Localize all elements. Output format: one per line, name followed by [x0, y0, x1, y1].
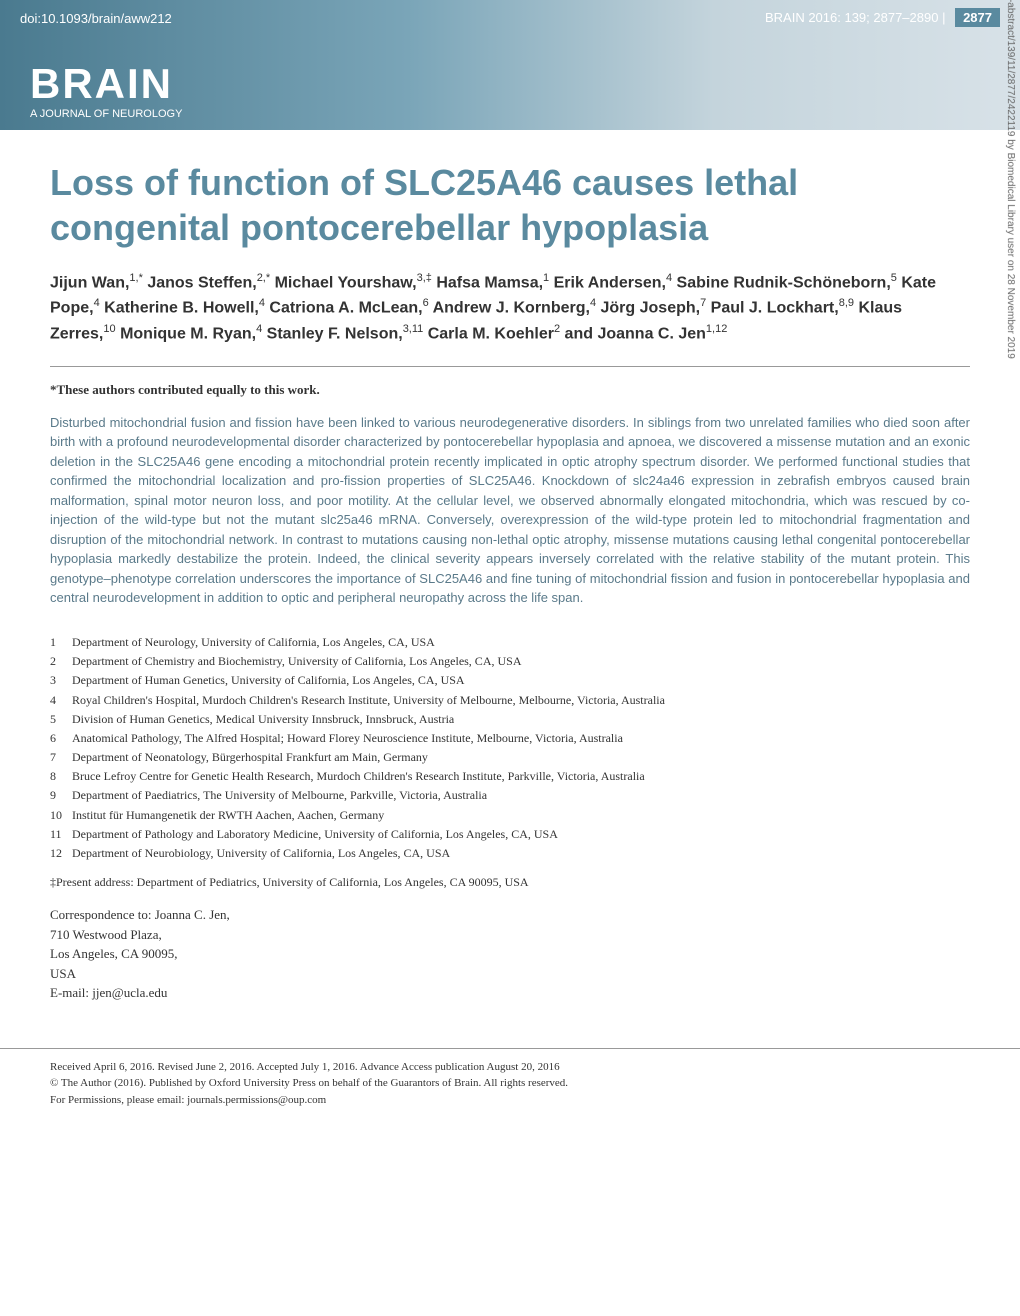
- affiliation-number: 11: [50, 825, 72, 844]
- divider-line: [50, 366, 970, 367]
- main-content: Loss of function of SLC25A46 causes leth…: [0, 130, 1020, 1038]
- affiliation-item: 6Anatomical Pathology, The Alfred Hospit…: [50, 729, 970, 748]
- correspondence-label: Correspondence to: Joanna C. Jen,: [50, 905, 970, 925]
- doi-label: doi:10.1093/brain/aww212: [20, 11, 172, 26]
- affiliation-number: 8: [50, 767, 72, 786]
- affiliation-number: 1: [50, 633, 72, 652]
- affiliation-number: 2: [50, 652, 72, 671]
- affiliation-item: 8Bruce Lefroy Centre for Genetic Health …: [50, 767, 970, 786]
- download-watermark: Downloaded from https://academic.oup.com…: [1005, 0, 1016, 359]
- affiliation-number: 10: [50, 806, 72, 825]
- logo-subtitle: A JOURNAL OF NEUROLOGY: [30, 108, 182, 120]
- affiliation-item: 9Department of Paediatrics, The Universi…: [50, 786, 970, 805]
- abstract-text: Disturbed mitochondrial fusion and fissi…: [50, 413, 970, 608]
- affiliation-text: Department of Chemistry and Biochemistry…: [72, 652, 521, 671]
- logo-main-text: BRAIN: [30, 60, 182, 108]
- correspondence-line1: 710 Westwood Plaza,: [50, 925, 970, 945]
- affiliation-text: Department of Neurology, University of C…: [72, 633, 435, 652]
- footer-copyright: © The Author (2016). Published by Oxford…: [50, 1075, 970, 1092]
- article-title: Loss of function of SLC25A46 causes leth…: [50, 160, 970, 250]
- correspondence-block: Correspondence to: Joanna C. Jen, 710 We…: [50, 905, 970, 1003]
- affiliation-text: Department of Neurobiology, University o…: [72, 844, 450, 863]
- affiliation-item: 4Royal Children's Hospital, Murdoch Chil…: [50, 691, 970, 710]
- affiliation-item: 3Department of Human Genetics, Universit…: [50, 671, 970, 690]
- equal-contribution-note: *These authors contributed equally to th…: [50, 382, 970, 398]
- affiliation-text: Department of Pathology and Laboratory M…: [72, 825, 558, 844]
- footer-dates: Received April 6, 2016. Revised June 2, …: [50, 1059, 970, 1076]
- affiliation-item: 7Department of Neonatology, Bürgerhospit…: [50, 748, 970, 767]
- affiliation-text: Department of Neonatology, Bürgerhospita…: [72, 748, 428, 767]
- present-address-note: ‡Present address: Department of Pediatri…: [50, 875, 970, 890]
- affiliation-item: 11Department of Pathology and Laboratory…: [50, 825, 970, 844]
- affiliation-item: 10Institut für Humangenetik der RWTH Aac…: [50, 806, 970, 825]
- journal-logo: BRAIN A JOURNAL OF NEUROLOGY: [30, 60, 182, 120]
- affiliation-item: 2Department of Chemistry and Biochemistr…: [50, 652, 970, 671]
- affiliations-list: 1Department of Neurology, University of …: [50, 633, 970, 863]
- affiliation-number: 9: [50, 786, 72, 805]
- affiliation-number: 4: [50, 691, 72, 710]
- page-divider: |: [942, 10, 949, 25]
- correspondence-line2: Los Angeles, CA 90095,: [50, 944, 970, 964]
- affiliation-number: 12: [50, 844, 72, 863]
- affiliation-item: 12Department of Neurobiology, University…: [50, 844, 970, 863]
- page-footer: Received April 6, 2016. Revised June 2, …: [0, 1048, 1020, 1129]
- author-list: Jijun Wan,1,* Janos Steffen,2,* Michael …: [50, 270, 970, 346]
- affiliation-text: Bruce Lefroy Centre for Genetic Health R…: [72, 767, 645, 786]
- header-right-block: BRAIN 2016: 139; 2877–2890 | 2877: [765, 10, 1000, 25]
- affiliation-text: Division of Human Genetics, Medical Univ…: [72, 710, 454, 729]
- affiliation-item: 5Division of Human Genetics, Medical Uni…: [50, 710, 970, 729]
- affiliation-text: Royal Children's Hospital, Murdoch Child…: [72, 691, 665, 710]
- correspondence-line3: USA: [50, 964, 970, 984]
- affiliation-text: Department of Human Genetics, University…: [72, 671, 465, 690]
- affiliation-text: Anatomical Pathology, The Alfred Hospita…: [72, 729, 623, 748]
- affiliation-number: 6: [50, 729, 72, 748]
- affiliation-text: Institut für Humangenetik der RWTH Aache…: [72, 806, 384, 825]
- affiliation-number: 5: [50, 710, 72, 729]
- affiliation-item: 1Department of Neurology, University of …: [50, 633, 970, 652]
- affiliation-text: Department of Paediatrics, The Universit…: [72, 786, 487, 805]
- page-number: 2877: [955, 8, 1000, 27]
- footer-permissions: For Permissions, please email: journals.…: [50, 1092, 970, 1109]
- affiliation-number: 3: [50, 671, 72, 690]
- journal-header: doi:10.1093/brain/aww212 BRAIN 2016: 139…: [0, 0, 1020, 130]
- correspondence-email: E-mail: jjen@ucla.edu: [50, 983, 970, 1003]
- journal-reference: BRAIN 2016: 139; 2877–2890: [765, 10, 938, 25]
- affiliation-number: 7: [50, 748, 72, 767]
